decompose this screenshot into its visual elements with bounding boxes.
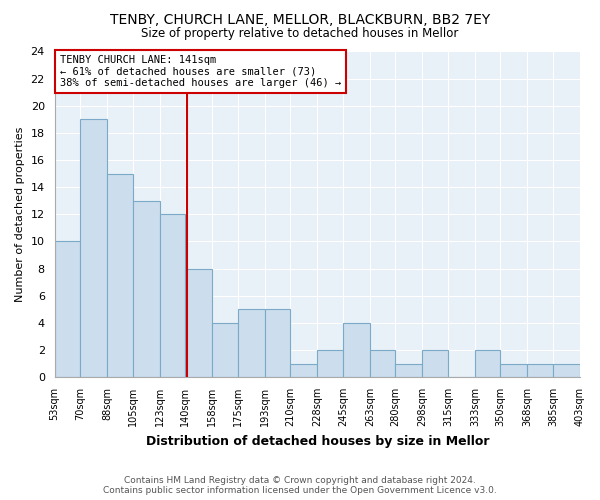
Bar [553, 364, 580, 377]
Text: Size of property relative to detached houses in Mellor: Size of property relative to detached ho… [142, 28, 458, 40]
Bar [395, 364, 422, 377]
Y-axis label: Number of detached properties: Number of detached properties [15, 126, 25, 302]
Bar [527, 364, 553, 377]
Text: Contains HM Land Registry data © Crown copyright and database right 2024.
Contai: Contains HM Land Registry data © Crown c… [103, 476, 497, 495]
Bar [160, 214, 185, 377]
Bar [185, 268, 212, 377]
X-axis label: Distribution of detached houses by size in Mellor: Distribution of detached houses by size … [146, 434, 489, 448]
Bar [317, 350, 343, 377]
Bar [212, 323, 238, 377]
Text: TENBY CHURCH LANE: 141sqm
← 61% of detached houses are smaller (73)
38% of semi-: TENBY CHURCH LANE: 141sqm ← 61% of detac… [60, 55, 341, 88]
Bar [238, 309, 265, 377]
Bar [55, 242, 80, 377]
Bar [370, 350, 395, 377]
Bar [290, 364, 317, 377]
Bar [500, 364, 527, 377]
Bar [422, 350, 448, 377]
Bar [475, 350, 500, 377]
Bar [107, 174, 133, 377]
Bar [80, 120, 107, 377]
Text: TENBY, CHURCH LANE, MELLOR, BLACKBURN, BB2 7EY: TENBY, CHURCH LANE, MELLOR, BLACKBURN, B… [110, 12, 490, 26]
Bar [133, 200, 160, 377]
Bar [343, 323, 370, 377]
Bar [265, 309, 290, 377]
